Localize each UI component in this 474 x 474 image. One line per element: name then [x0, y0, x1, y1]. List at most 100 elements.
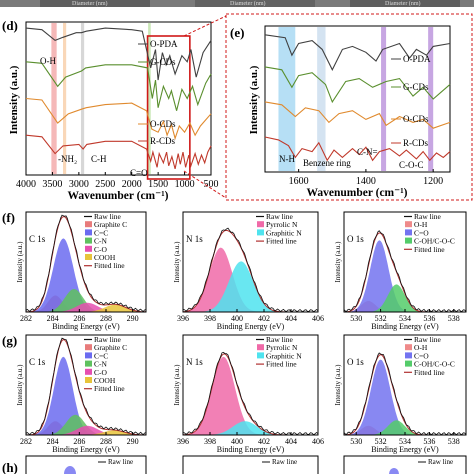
y-axis-label-e: Intensity (a.u.): [248, 65, 260, 134]
panel-h-peak-3: [389, 468, 399, 474]
legend-label-xps-g-0-5: COOH: [94, 376, 116, 385]
legend-swatch-xps-g-0-1: [85, 344, 92, 351]
panel-label-g: (g): [2, 333, 17, 348]
x-tick-label-d-3: 2500: [95, 179, 115, 190]
element-label-xps-g-0: C 1s: [29, 357, 46, 367]
band-e-2: [381, 27, 387, 171]
plot-frame-e: [264, 25, 451, 173]
series-line-e-o-cds: [264, 101, 451, 129]
legend-label-xps-f-0-3: C-N: [94, 237, 108, 246]
legend-label-e-2: O-CDs: [403, 114, 429, 124]
zoom-region-box: [146, 35, 191, 180]
zoom-outline-e: [225, 13, 473, 201]
annotation-o-h: O-H: [40, 56, 56, 66]
peak-xps-f-1-1: [183, 261, 318, 312]
panel-h-legend-2: Raw line: [272, 458, 297, 466]
legend-label-xps-g-2-1: O-H: [414, 343, 428, 352]
top-strip-label-1: Diameter (nm): [72, 0, 107, 7]
legend-swatch-xps-f-2-2: [405, 229, 412, 236]
legend-label-e-0: O-PDA: [403, 54, 431, 64]
x-tick-label-xps-g-2-3: 536: [423, 437, 435, 446]
element-label-xps-f-0: C 1s: [29, 234, 46, 244]
legend-label-e-1: G-CDs: [403, 82, 429, 92]
legend-label-d-3: R-CDs: [150, 136, 176, 146]
annotation-nh2: -NH₂: [58, 154, 77, 164]
series-line-e-r-cds: [264, 136, 451, 162]
zoom-connector-bottom: [183, 170, 227, 199]
x-tick-label-xps-g-1-4: 404: [285, 437, 297, 446]
legend-label-e-3: R-CDs: [403, 138, 429, 148]
x-axis-label-xps-g-1: Binding Energy (eV): [217, 445, 285, 454]
annotation-benzene: Benzene ring: [303, 158, 351, 168]
legend-label-xps-f-2-3: C-OH/C-O-C: [414, 237, 455, 246]
x-tick-label-xps-f-1-3: 402: [258, 314, 270, 323]
panel-h-peak-1: [64, 466, 76, 474]
x-tick-label-xps-g-2-4: 538: [448, 437, 460, 446]
legend-swatch-xps-f-0-3: [85, 237, 92, 244]
x-tick-label-xps-f-1-4: 404: [285, 314, 297, 323]
legend-swatch-xps-f-1-2: [257, 229, 264, 236]
legend-label-xps-g-2-3: C-OH/C-O-C: [414, 360, 455, 369]
x-tick-label-xps-f-0-0: 282: [20, 314, 32, 323]
y-axis-label-xps-f-0: Intensity (a.u.): [16, 241, 24, 283]
annotation-c-n: C-N=: [357, 147, 378, 157]
legend-label-xps-g-0-4: C-O: [94, 368, 108, 377]
legend-swatch-xps-g-0-4: [85, 368, 92, 375]
band-e-0: [278, 27, 296, 171]
legend-label-xps-f-1-1: Pyrrolic N: [266, 220, 298, 229]
x-tick-label-xps-g-2-0: 530: [350, 437, 362, 446]
raw-line-xps-f-2: [343, 230, 467, 313]
annotation-n-h: N-H: [279, 154, 295, 164]
plot-frame-xps-g-0: [25, 334, 147, 436]
x-tick-label-xps-g-0-3: 288: [100, 437, 112, 446]
legend-label-xps-g-1-2: Graphitic N: [266, 351, 302, 360]
x-tick-label-e-2: 1200: [423, 176, 443, 187]
legend-label-xps-g-2-2: C=O: [414, 351, 429, 360]
ftir-panel-d: (d) O-PDA G-CDs O-CDs R-CDs O-H -NH₂ C-H C=…: [2, 18, 219, 202]
legend-label-xps-f-0-6: Fitted line: [94, 261, 125, 270]
x-tick-label-d-6: 1000: [175, 179, 195, 190]
panel-h-legend-3: Raw line: [428, 458, 453, 466]
legend-label-xps-g-1-1: Pyrrolic N: [266, 343, 298, 352]
raw-line-xps-f-0: [25, 214, 147, 312]
band-d-0: [51, 23, 57, 174]
x-tick-label-xps-f-2-4: 538: [448, 314, 460, 323]
x-tick-label-d-1: 3500: [42, 179, 62, 190]
panel-label-f: (f): [2, 210, 15, 225]
ftir-panel-e: (e) O-PDA G-CDs O-CDs R-CDs N-H Benzene rin…: [230, 25, 451, 199]
legend-label-d-1: G-CDs: [150, 57, 176, 67]
x-tick-label-xps-g-1-2: 400: [231, 437, 243, 446]
x-tick-label-xps-g-0-1: 284: [47, 437, 59, 446]
peak-xps-g-0-3: [26, 425, 146, 435]
legend-swatch-xps-f-0-5: [85, 254, 92, 260]
legend-swatch-xps-g-0-2: [85, 352, 92, 359]
legend-label-xps-f-0-1: Graphite C: [94, 220, 127, 229]
peak-xps-g-0-2: [26, 414, 146, 435]
legend-swatch-xps-g-2-3: [405, 360, 412, 367]
x-tick-label-e-0: 1600: [289, 176, 309, 187]
x-axis-label-d: Wavenumber (cm⁻¹): [68, 190, 169, 202]
x-tick-label-xps-g-2-2: 534: [399, 437, 411, 446]
x-axis-label-xps-g-0: Binding Energy (eV): [52, 445, 120, 454]
panel-h-frame-2: [182, 455, 319, 474]
plot-frame-xps-f-1: [182, 211, 319, 313]
x-tick-label-xps-g-1-0: 396: [177, 437, 189, 446]
legend-swatch-xps-f-0-4: [85, 245, 92, 252]
panel-h-frame-3: [343, 455, 467, 474]
peak-xps-f-0-4: [26, 304, 146, 312]
x-axis-label-xps-f-0: Binding Energy (eV): [52, 322, 120, 331]
legend-label-xps-g-1-3: Fitted line: [266, 360, 297, 369]
x-axis-label-xps-g-2: Binding Energy (eV): [371, 445, 439, 454]
top-strip: Diameter (nm) Diameter (nm) Diameter (nm…: [0, 0, 474, 7]
x-tick-label-xps-f-2-3: 536: [423, 314, 435, 323]
element-label-xps-g-2: O 1s: [347, 357, 364, 367]
peak-xps-f-0-3: [26, 302, 146, 312]
band-e-3: [428, 27, 434, 171]
legend-label-xps-f-2-4: Fitted line: [414, 245, 445, 254]
annotation-c-o-c: C-O-C: [399, 160, 424, 170]
series-line-d-o-pda: [25, 27, 212, 81]
peak-xps-g-2-2: [344, 420, 466, 435]
legend-label-xps-g-0-2: C=C: [94, 351, 108, 360]
